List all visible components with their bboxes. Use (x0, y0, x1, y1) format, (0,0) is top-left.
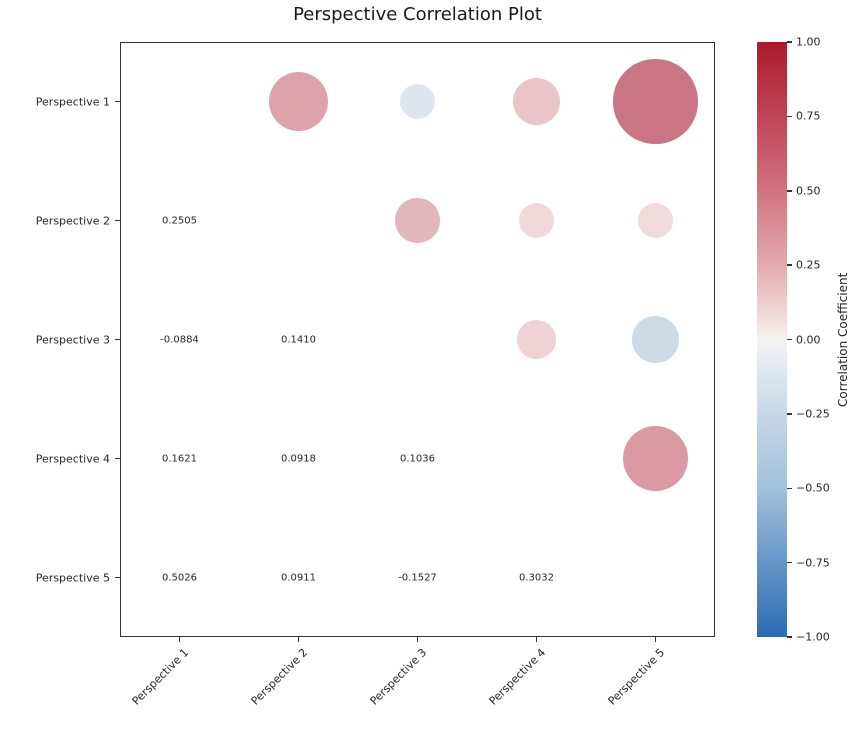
x-tick-label: Perspective 5 (605, 646, 667, 708)
colorbar-tick-mark (787, 115, 792, 118)
colorbar-tick-mark (787, 264, 792, 266)
y-tick-label: Perspective 5 (35, 571, 110, 584)
correlation-bubble (268, 71, 329, 132)
colorbar-tick-label: 0.25 (796, 258, 821, 272)
correlation-bubble (518, 202, 555, 239)
colorbar-tick-mark (787, 41, 792, 43)
y-tick-label: Perspective 3 (35, 333, 110, 346)
colorbar-tick-label: 0.75 (796, 109, 821, 123)
x-tick-label: Perspective 1 (129, 646, 191, 708)
correlation-bubble (395, 198, 440, 243)
colorbar-tick-mark (787, 190, 792, 192)
colorbar-tick-label: −0.50 (796, 481, 830, 495)
colorbar-tick-label: 1.00 (796, 35, 821, 49)
colorbar (757, 42, 787, 637)
x-tick-label: Perspective 4 (486, 646, 548, 708)
colorbar-tick-label: −1.00 (796, 630, 830, 644)
colorbar-tick-label: 0.50 (796, 184, 821, 198)
x-tick-mark (535, 637, 538, 642)
colorbar-tick-mark (787, 338, 792, 341)
correlation-bubble (622, 425, 689, 492)
colorbar-tick-mark (787, 487, 792, 489)
correlation-bubble (613, 59, 698, 144)
x-tick-mark (416, 637, 419, 642)
y-tick-label: Perspective 1 (35, 95, 110, 108)
correlation-value: 0.3032 (519, 572, 554, 583)
correlation-value: 0.1036 (400, 453, 435, 464)
correlation-bubble (512, 77, 561, 126)
y-tick-mark (115, 576, 120, 579)
x-tick-label: Perspective 3 (367, 646, 429, 708)
x-tick-mark (178, 637, 181, 642)
chart-title: Perspective Correlation Plot (293, 4, 542, 25)
correlation-value: -0.0884 (160, 334, 199, 345)
correlation-value: 0.0911 (281, 572, 316, 583)
correlation-bubble (517, 320, 556, 359)
correlation-value: 0.1410 (281, 334, 316, 345)
y-tick-mark (115, 338, 120, 341)
correlation-value: -0.1527 (398, 572, 437, 583)
colorbar-tick-mark (787, 636, 792, 638)
correlation-bubble (637, 202, 674, 239)
x-tick-mark (654, 637, 657, 642)
correlation-value: 0.5026 (162, 572, 197, 583)
x-tick-label: Perspective 2 (248, 646, 310, 708)
correlation-value: 0.0918 (281, 453, 316, 464)
x-tick-mark (297, 637, 300, 642)
y-tick-mark (115, 100, 120, 103)
correlation-bubble (399, 83, 436, 120)
y-tick-label: Perspective 2 (35, 214, 110, 227)
colorbar-tick-label: −0.25 (796, 407, 830, 421)
y-tick-mark (115, 457, 120, 460)
plot-area (120, 42, 715, 637)
y-tick-mark (115, 219, 120, 222)
correlation-value: 0.1621 (162, 453, 197, 464)
colorbar-tick-mark (787, 413, 792, 415)
correlation-value: 0.2505 (162, 215, 197, 226)
y-tick-label: Perspective 4 (35, 452, 110, 465)
colorbar-tick-label: 0.00 (796, 333, 821, 346)
correlation-bubble (632, 316, 679, 363)
colorbar-tick-mark (787, 561, 792, 564)
colorbar-tick-label: −0.75 (796, 556, 830, 570)
colorbar-axis-label: Correlation Coefficient (836, 272, 850, 407)
